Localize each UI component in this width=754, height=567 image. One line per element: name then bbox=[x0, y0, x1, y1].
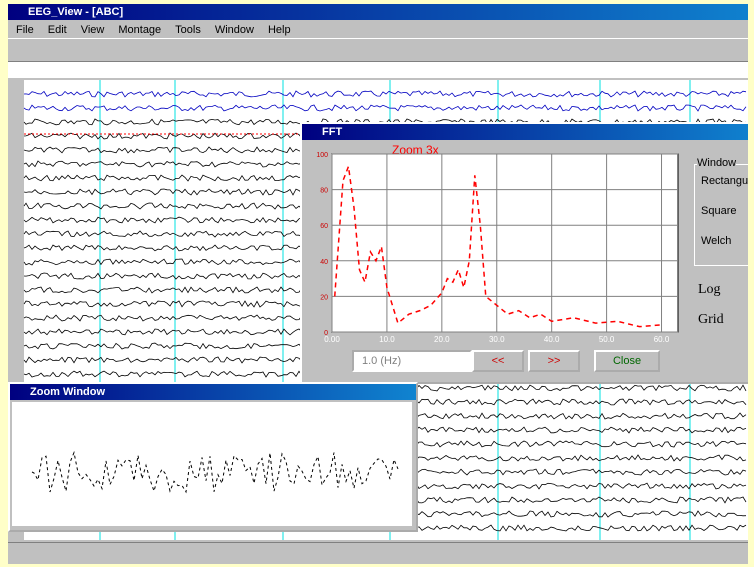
y-tick-label: 0 bbox=[324, 330, 328, 337]
x-tick-label: 20.0 bbox=[434, 335, 450, 342]
menu-bar: File Edit View Montage Tools Window Help bbox=[16, 22, 305, 38]
page: {"window":{"title":"EEG_View - [ABC]","m… bbox=[0, 0, 754, 567]
y-tick-label: 100 bbox=[316, 152, 328, 159]
window-group: Window RectangularSquareWelch bbox=[694, 164, 748, 266]
x-tick-label: 60.0 bbox=[654, 335, 670, 342]
menu-item[interactable]: Montage bbox=[118, 24, 161, 36]
menu-item[interactable]: Tools bbox=[175, 24, 201, 36]
zoom-title: Zoom Window bbox=[30, 386, 105, 398]
menu-item[interactable]: Help bbox=[268, 24, 291, 36]
y-tick-label: 20 bbox=[320, 294, 328, 301]
close-button[interactable]: Close bbox=[594, 350, 660, 372]
ruler bbox=[8, 62, 748, 78]
fft-title-bar: FFT bbox=[302, 124, 748, 140]
group-label: Window bbox=[697, 157, 736, 169]
freq-input[interactable]: 1.0 (Hz) bbox=[352, 350, 472, 372]
y-tick-label: 60 bbox=[320, 223, 328, 230]
x-tick-label: 40.0 bbox=[544, 335, 560, 342]
fft-title: FFT bbox=[322, 126, 342, 138]
next-button[interactable]: >> bbox=[528, 350, 580, 372]
plot-area bbox=[332, 154, 678, 332]
checkbox[interactable]: Grid bbox=[698, 312, 724, 328]
checkbox[interactable]: Log bbox=[698, 282, 721, 298]
app-window: EEG_View - [ABC] File Edit View Montage Tool… bbox=[8, 4, 748, 564]
menu-item[interactable]: Edit bbox=[48, 24, 67, 36]
x-tick-label: 10.0 bbox=[379, 335, 395, 342]
prev-button[interactable]: << bbox=[472, 350, 524, 372]
window-option[interactable]: Square bbox=[701, 205, 736, 217]
y-tick-label: 80 bbox=[320, 188, 328, 195]
zoom-plot bbox=[12, 402, 412, 526]
window-option[interactable]: Welch bbox=[701, 235, 731, 247]
window-option[interactable]: Rectangular bbox=[701, 175, 748, 187]
y-tick-label: 40 bbox=[320, 259, 328, 266]
menu-item[interactable]: View bbox=[81, 24, 105, 36]
x-tick-label: 50.0 bbox=[599, 335, 615, 342]
status-bar bbox=[8, 542, 748, 564]
menu-item[interactable]: File bbox=[16, 24, 34, 36]
x-tick-label: 30.0 bbox=[489, 335, 505, 342]
zoom-title-bar: Zoom Window bbox=[10, 384, 416, 400]
zoom-trace bbox=[32, 453, 398, 492]
window-title: EEG_View - [ABC] bbox=[28, 6, 123, 18]
toolbar bbox=[8, 38, 748, 62]
zoom-window: Zoom Window bbox=[8, 382, 418, 532]
menu-item[interactable]: Window bbox=[215, 24, 254, 36]
title-bar: EEG_View - [ABC] bbox=[8, 4, 748, 20]
